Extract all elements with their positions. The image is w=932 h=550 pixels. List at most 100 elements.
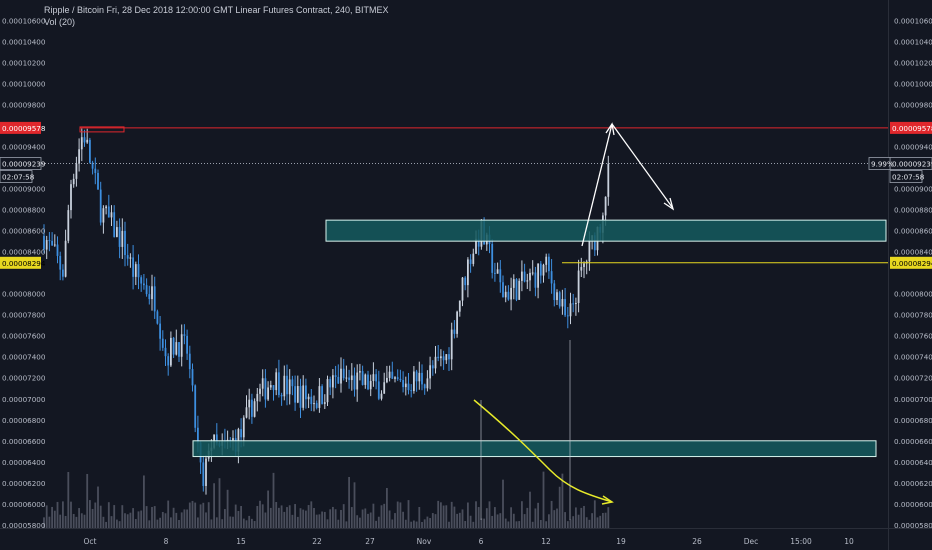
volume-bar: [599, 515, 602, 528]
candle-body: [577, 270, 580, 304]
arrow-down-line[interactable]: [611, 123, 673, 208]
volume-bar: [450, 501, 453, 528]
volume-bar: [402, 511, 404, 528]
candle-body: [313, 403, 315, 405]
candle-body: [240, 429, 242, 438]
candle-body: [89, 139, 91, 163]
volume-bar: [197, 517, 199, 528]
arrow-up-line[interactable]: [581, 123, 613, 247]
candle-body: [583, 263, 585, 268]
candle-body: [423, 384, 426, 389]
candle-body: [593, 235, 596, 251]
y-tick-label-right: 0.00007400: [894, 353, 932, 362]
volume-bar: [94, 502, 97, 528]
candle-body: [48, 240, 51, 242]
candle-body: [337, 376, 340, 384]
volume-bar: [588, 519, 591, 528]
volume-bar: [145, 506, 148, 528]
support-zone[interactable]: [192, 440, 877, 458]
volume-bar: [475, 501, 477, 528]
candle-body: [334, 375, 337, 377]
candle-body: [332, 375, 334, 388]
volume-bar: [548, 514, 550, 528]
volume-bar: [59, 514, 62, 528]
volume-bar: [386, 488, 388, 528]
volume-bar: [342, 504, 345, 528]
candle-body: [529, 272, 531, 281]
volume-bar: [580, 507, 583, 528]
current-price-badge-right: 0.00009239: [889, 157, 932, 170]
candle-body: [62, 269, 64, 277]
volume-bar: [167, 500, 170, 528]
volume-bar: [102, 516, 105, 528]
candle-body: [542, 264, 545, 276]
volume-bar: [348, 477, 350, 528]
candle-body: [450, 329, 453, 360]
resistance-handle[interactable]: [79, 126, 125, 133]
candle-body: [129, 257, 132, 259]
candle-body: [291, 379, 294, 387]
candle-body: [464, 277, 467, 286]
volume-bar: [202, 502, 205, 528]
candle-body: [545, 256, 548, 265]
volume-bar: [496, 514, 499, 528]
volume-bar: [253, 521, 256, 528]
volume-bar: [491, 515, 494, 528]
svg-text:0.00009578: 0.00009578: [892, 124, 932, 133]
volume-bar: [369, 512, 372, 528]
candle-body: [191, 369, 194, 386]
volume-bar: [531, 521, 534, 528]
x-tick-label: Nov: [417, 537, 432, 546]
volume-bar: [361, 509, 364, 528]
candle-body: [467, 259, 469, 286]
y-tick-label-left: 0.00009800: [2, 101, 46, 110]
volume-bar: [188, 502, 191, 528]
volume-bar: [407, 500, 410, 528]
volume-bar: [194, 502, 197, 528]
volume-bar: [205, 512, 207, 528]
candle-body: [340, 368, 342, 384]
candle-body: [153, 286, 156, 312]
candle-body: [461, 277, 464, 301]
volume-bar: [280, 505, 283, 528]
volume-bar: [107, 502, 110, 528]
volume-bar: [78, 508, 80, 528]
candle-body: [232, 438, 234, 441]
volume-bar: [186, 509, 188, 528]
volume-bar: [410, 521, 413, 528]
candle-body: [550, 271, 553, 284]
volume-bar: [404, 519, 407, 528]
candle-body: [113, 212, 116, 237]
y-tick-label-right: 0.00006200: [894, 479, 932, 488]
candle-body: [491, 243, 494, 273]
volume-bar: [494, 507, 496, 528]
volume-bar: [345, 521, 348, 528]
volume-bar: [583, 505, 585, 528]
volume-bar: [172, 507, 175, 528]
candle-body: [342, 368, 345, 379]
volume-bar: [48, 516, 51, 528]
candle-body: [148, 294, 151, 300]
volume-bar: [458, 512, 461, 528]
volume-bar: [380, 505, 383, 528]
volume-bar: [183, 509, 186, 528]
candle-body: [475, 238, 477, 254]
candle-body: [121, 230, 124, 247]
volume-bar: [178, 519, 180, 528]
candle-body: [170, 337, 172, 366]
y-tick-label-right: 0.00008400: [894, 248, 932, 257]
volume-bars: [43, 471, 610, 528]
candle-body: [321, 386, 323, 404]
volume-bar: [221, 519, 224, 528]
volume-bar: [124, 513, 126, 528]
volume-bar: [429, 518, 431, 528]
yellow-trend-curve[interactable]: [473, 399, 613, 503]
candle-body: [70, 184, 72, 211]
y-tick-label-left: 0.00009000: [2, 185, 46, 194]
volume-bar: [421, 521, 423, 528]
candle-body: [383, 382, 386, 394]
resistance-zone[interactable]: [325, 219, 887, 242]
candle-body: [356, 372, 359, 390]
y-tick-label-right: 0.00009800: [894, 101, 932, 110]
